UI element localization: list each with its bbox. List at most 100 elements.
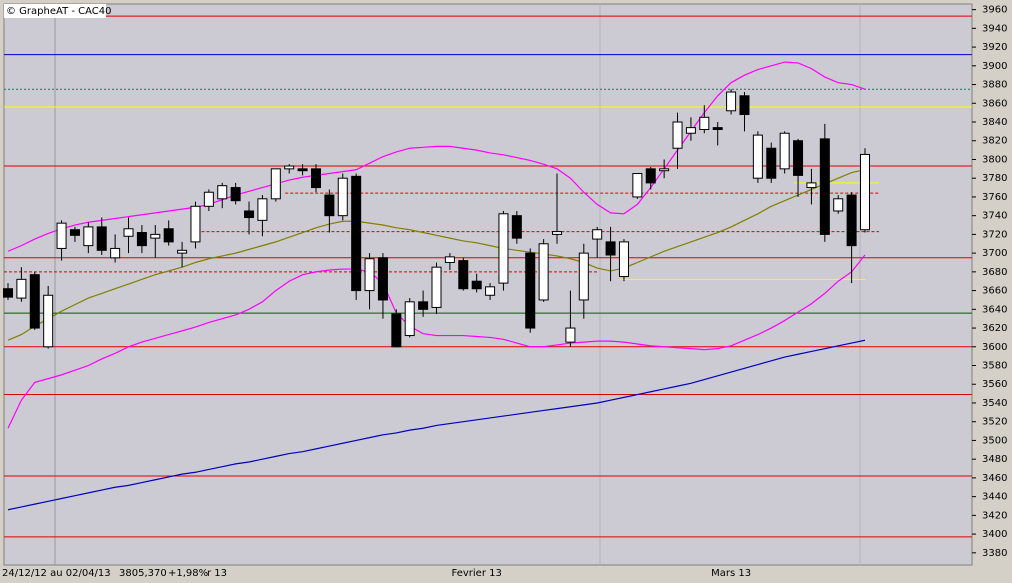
candle-body bbox=[284, 165, 295, 170]
title-box bbox=[4, 4, 106, 18]
candle-body bbox=[819, 138, 830, 235]
candle-body bbox=[458, 260, 469, 290]
plot-area bbox=[3, 3, 973, 566]
candle-body bbox=[16, 278, 27, 299]
candle-body bbox=[712, 127, 723, 130]
y-tick-label: 3700 bbox=[982, 248, 1007, 259]
y-tick-label: 3560 bbox=[982, 379, 1007, 390]
candle-body bbox=[793, 140, 804, 176]
candle-body bbox=[431, 266, 442, 308]
candle-body bbox=[3, 288, 13, 298]
candle-body bbox=[270, 168, 281, 200]
candle-body bbox=[538, 243, 549, 301]
candle-body bbox=[592, 229, 603, 240]
candle-body bbox=[310, 168, 321, 189]
candle-body bbox=[150, 233, 161, 239]
y-tick-label: 3480 bbox=[982, 454, 1007, 465]
candle-body bbox=[645, 168, 656, 184]
indicator-line bbox=[7, 254, 866, 429]
y-tick-label: 3460 bbox=[982, 473, 1007, 484]
candle-body bbox=[833, 198, 844, 212]
candle-body bbox=[618, 241, 629, 278]
y-tick-label: 3520 bbox=[982, 417, 1007, 428]
y-tick-label: 3940 bbox=[982, 23, 1007, 34]
y-tick-label: 3860 bbox=[982, 98, 1007, 109]
candle-body bbox=[203, 191, 214, 207]
y-tick-label: 3780 bbox=[982, 173, 1007, 184]
y-tick-label: 3500 bbox=[982, 435, 1007, 446]
y-tick-label: 3600 bbox=[982, 342, 1007, 353]
candle-body bbox=[377, 257, 388, 301]
candle-body bbox=[444, 256, 455, 263]
candle-body bbox=[337, 177, 348, 217]
candle-body bbox=[96, 226, 107, 251]
candle-body bbox=[739, 95, 750, 116]
plot-layer bbox=[3, 15, 972, 538]
candle-body bbox=[672, 121, 683, 149]
footer-last: 3805,370 bbox=[119, 568, 167, 579]
candle-body bbox=[605, 241, 616, 256]
candle-body bbox=[324, 194, 335, 217]
indicator-line bbox=[7, 169, 866, 341]
y-tick-label: 3680 bbox=[982, 267, 1007, 278]
y-tick-label: 3740 bbox=[982, 211, 1007, 222]
candle-body bbox=[217, 185, 228, 200]
candle-body bbox=[511, 215, 522, 239]
chart-title: © GrapheAT - CAC40 bbox=[6, 6, 112, 17]
candle-body bbox=[56, 222, 67, 249]
y-tick-label: 3660 bbox=[982, 286, 1007, 297]
y-tick-label: 3920 bbox=[982, 42, 1007, 53]
candle-body bbox=[29, 274, 40, 329]
candle-body bbox=[806, 182, 817, 189]
candle-body bbox=[766, 147, 777, 179]
y-tick-label: 3880 bbox=[982, 80, 1007, 91]
y-tick-label: 3580 bbox=[982, 361, 1007, 372]
candle-body bbox=[846, 194, 857, 247]
candle-body bbox=[244, 210, 255, 219]
candle-body bbox=[136, 232, 147, 247]
candle-body bbox=[860, 153, 870, 231]
candle-body bbox=[43, 294, 54, 348]
y-tick-label: 3420 bbox=[982, 510, 1007, 521]
x-tick-label: Fevrier 13 bbox=[452, 568, 502, 579]
y-tick-label: 3760 bbox=[982, 192, 1007, 203]
candle-body bbox=[578, 252, 589, 301]
footer-change: +1,98% bbox=[168, 568, 208, 579]
y-tick-label: 3900 bbox=[982, 61, 1007, 72]
y-tick-label: 3620 bbox=[982, 323, 1007, 334]
candle-body bbox=[190, 205, 201, 243]
y-tick-label: 3380 bbox=[982, 548, 1007, 559]
footer-period: 24/12/12 au 02/04/13 bbox=[2, 568, 111, 579]
candle-body bbox=[726, 91, 737, 112]
candle-body bbox=[552, 231, 563, 235]
candle-body bbox=[659, 168, 670, 172]
candle-body bbox=[110, 247, 121, 259]
candle-body bbox=[404, 301, 415, 337]
footer-suffix: r 13 bbox=[207, 568, 227, 579]
candle-body bbox=[779, 132, 790, 170]
candle-body bbox=[471, 280, 482, 290]
candle-body bbox=[525, 252, 536, 329]
candle-body bbox=[685, 127, 696, 134]
y-tick-label: 3400 bbox=[982, 529, 1007, 540]
indicator-line bbox=[7, 339, 866, 511]
candle-body bbox=[391, 313, 402, 348]
candle-body bbox=[364, 258, 375, 292]
candle-body bbox=[297, 168, 308, 172]
candle-body bbox=[498, 213, 509, 284]
y-tick-label: 3540 bbox=[982, 398, 1007, 409]
candle-body bbox=[418, 301, 429, 310]
candle-body bbox=[230, 187, 241, 202]
candle-body bbox=[257, 198, 268, 221]
y-tick-label: 3720 bbox=[982, 229, 1007, 240]
candle-body bbox=[699, 116, 710, 130]
candle-body bbox=[632, 173, 643, 198]
y-tick-label: 3440 bbox=[982, 492, 1007, 503]
y-tick-label: 3640 bbox=[982, 304, 1007, 315]
y-tick-label: 3960 bbox=[982, 5, 1007, 16]
candle-body bbox=[351, 175, 362, 292]
candle-body bbox=[123, 228, 134, 237]
y-tick-label: 3820 bbox=[982, 136, 1007, 147]
